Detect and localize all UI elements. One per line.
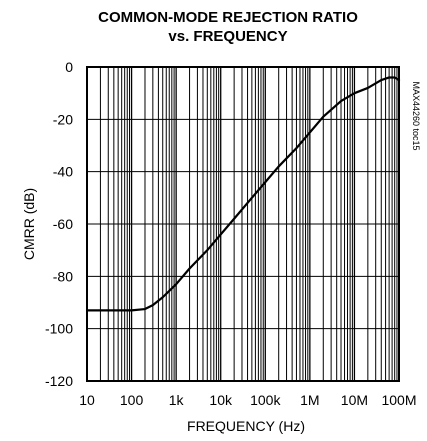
x-tick-label: 10M xyxy=(341,392,368,408)
cmrr-series-line xyxy=(85,76,401,312)
y-axis-label: CMRR (dB) xyxy=(21,188,37,260)
x-tick-label: 1k xyxy=(169,392,185,408)
x-tick-label: 100 xyxy=(120,392,144,408)
x-tick-label: 1M xyxy=(300,392,319,408)
x-axis-label: FREQUENCY (Hz) xyxy=(187,418,305,434)
x-tick-label: 10 xyxy=(79,392,95,408)
y-tick-label: 0 xyxy=(65,59,73,75)
x-tick-label: 100M xyxy=(381,392,416,408)
x-tick-label: 10k xyxy=(209,392,233,408)
y-tick-label: -60 xyxy=(53,216,73,232)
y-tick-label: -120 xyxy=(45,373,73,389)
y-tick-label: -100 xyxy=(45,321,73,337)
figure-code: MAX44260 toc15 xyxy=(411,81,421,150)
plot-frame xyxy=(86,66,400,382)
grid xyxy=(86,66,400,382)
y-tick-label: -40 xyxy=(53,164,73,180)
y-tick-label: -80 xyxy=(53,268,73,284)
x-axis-ticks: 10 100 1k 10k 100k 1M 10M 100M xyxy=(79,392,416,408)
x-tick-label: 100k xyxy=(250,392,281,408)
chart-subtitle: vs. FREQUENCY xyxy=(168,28,287,45)
chart-title: COMMON-MODE REJECTION RATIO xyxy=(98,9,358,26)
y-axis-ticks: 0 -20 -40 -60 -80 -100 -120 xyxy=(45,59,73,389)
y-tick-label: -20 xyxy=(53,111,73,127)
